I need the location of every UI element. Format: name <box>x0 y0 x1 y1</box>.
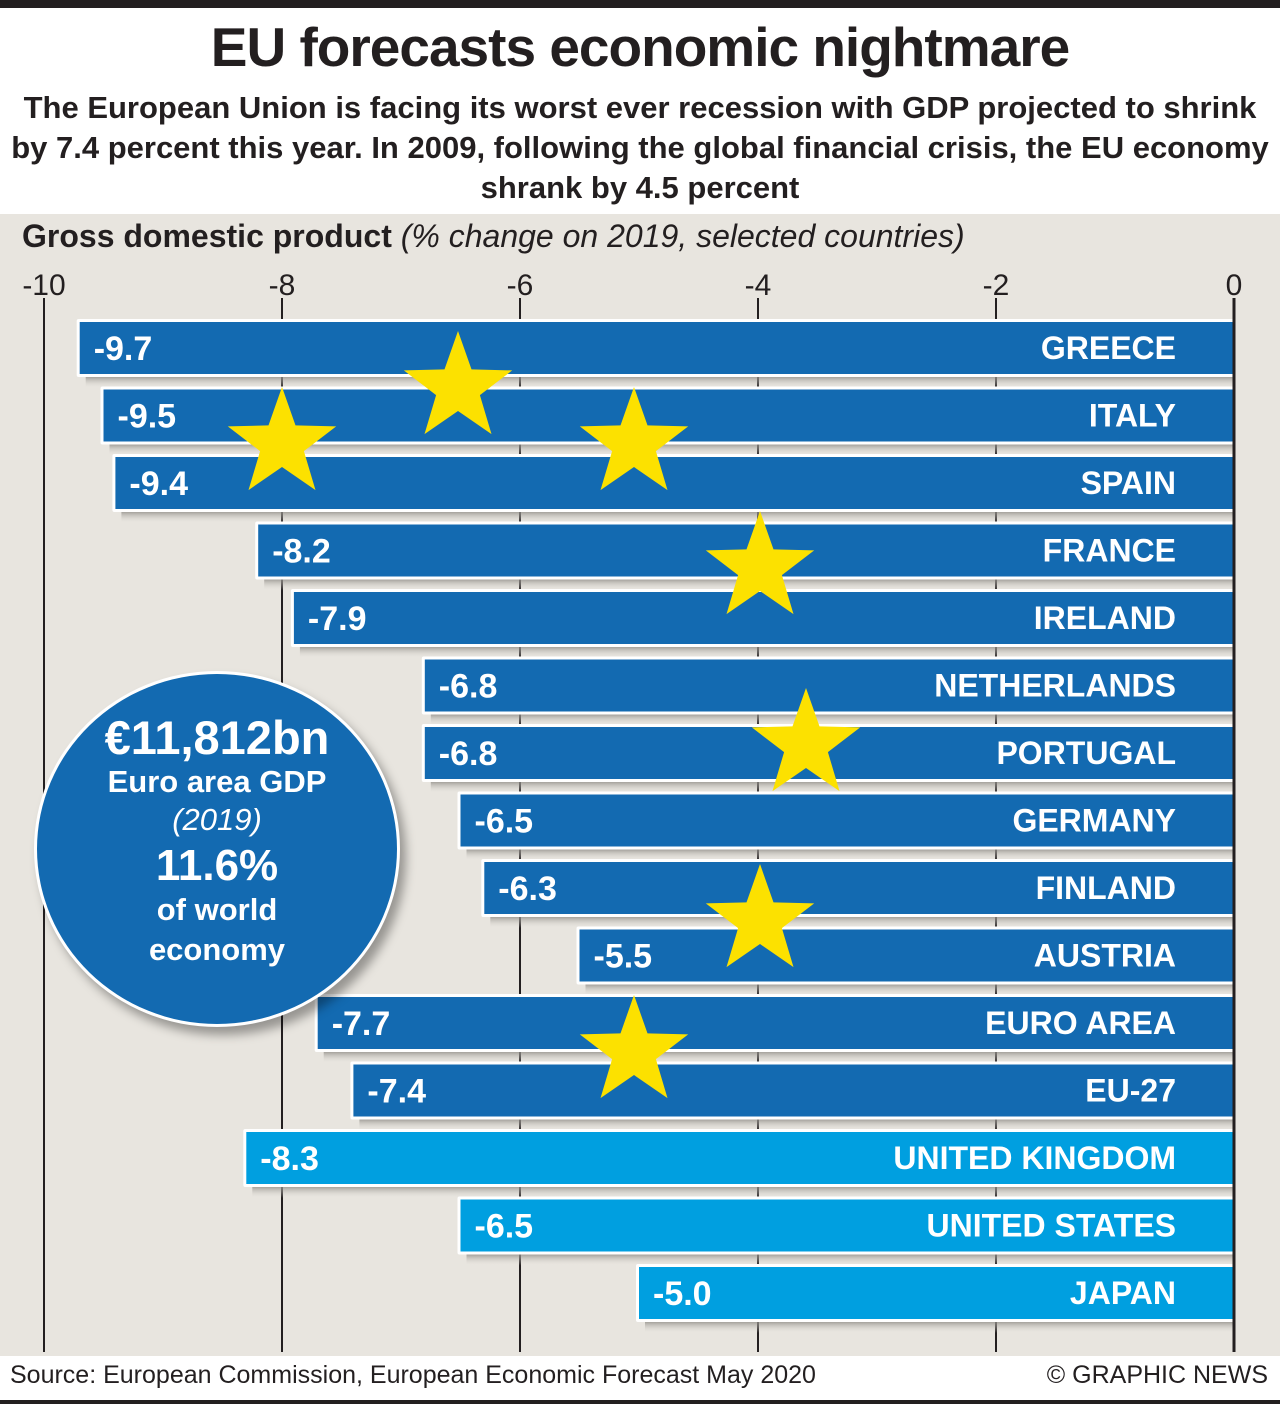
callout-desc-line1: of world <box>156 892 278 927</box>
callout-label: Euro area GDP <box>107 764 327 799</box>
bar-category-label: FINLAND <box>1036 870 1176 906</box>
eu-star-icon <box>579 995 689 1099</box>
bar-value-label: -9.4 <box>129 465 188 503</box>
bar-value-label: -6.5 <box>475 1208 534 1246</box>
bar-value-label: -6.8 <box>439 735 498 773</box>
bar-category-label: GREECE <box>1041 330 1176 366</box>
bar-shadow <box>121 511 1234 523</box>
bar-category-label: ITALY <box>1089 398 1176 434</box>
callout-year: (2019) <box>172 802 262 837</box>
bar-value-label: -7.4 <box>367 1073 426 1111</box>
bar-category-label: AUSTRIA <box>1034 938 1176 974</box>
axis-title: Gross domestic product (% change on 2019… <box>22 218 965 255</box>
axis-title-unit: (% change on 2019, selected countries) <box>400 218 965 254</box>
bar-shadow <box>490 916 1234 928</box>
eu-star-icon <box>227 387 337 491</box>
bar-shadow <box>430 713 1234 726</box>
bar <box>460 794 1234 847</box>
bar-shadow <box>430 781 1234 793</box>
x-tick-label: -2 <box>983 269 1010 302</box>
bar <box>460 1199 1234 1252</box>
chart-subtitle: The European Union is facing its worst e… <box>11 90 1269 205</box>
bar-value-label: -8.3 <box>260 1140 319 1178</box>
bar-shadow <box>466 848 1234 861</box>
bottom-rule <box>0 1400 1280 1404</box>
chart-title: EU forecasts economic nightmare <box>210 16 1070 78</box>
x-tick-label: -4 <box>745 269 772 302</box>
bar-category-label: GERMANY <box>1012 803 1176 839</box>
bar-shadow <box>85 376 1235 388</box>
bar <box>293 592 1234 644</box>
x-tick-label: 0 <box>1226 269 1243 302</box>
x-tick-label: -6 <box>507 269 534 302</box>
bar-category-label: NETHERLANDS <box>934 668 1176 704</box>
euro-area-gdp-callout: €11,812bn Euro area GDP (2019) 11.6% of … <box>34 671 400 1027</box>
bar-shadow <box>466 1253 1234 1266</box>
bar <box>424 659 1234 712</box>
bar-value-label: -5.5 <box>594 938 653 976</box>
x-tick-label: -8 <box>269 269 296 302</box>
bar-category-label: UNITED KINGDOM <box>893 1140 1176 1176</box>
bar-value-label: -8.2 <box>272 533 331 571</box>
bar-value-label: -6.5 <box>475 803 534 841</box>
eu-star-icon <box>705 864 815 968</box>
callout-desc-line2: economy <box>148 932 286 967</box>
bar-value-label: -5.0 <box>653 1275 712 1313</box>
copyright-credit: © GRAPHIC NEWS <box>1046 1361 1268 1389</box>
bar-value-label: -9.7 <box>94 330 153 368</box>
axis-title-main: Gross domestic product <box>22 218 392 254</box>
eu-star-icon <box>751 688 861 792</box>
bar-value-label: -6.3 <box>498 870 557 908</box>
bar-shadow <box>299 646 1234 658</box>
bar <box>246 1132 1235 1184</box>
bar <box>317 997 1234 1049</box>
bar-category-label: SPAIN <box>1081 465 1176 501</box>
bar <box>484 862 1234 914</box>
eu-star-icon <box>705 511 815 615</box>
bar-category-label: EURO AREA <box>985 1005 1176 1041</box>
bar-category-label: UNITED STATES <box>927 1208 1176 1244</box>
source-note: Source: European Commission, European Ec… <box>10 1361 816 1389</box>
bar <box>639 1267 1234 1319</box>
bar-shadow <box>585 983 1234 996</box>
bar <box>353 1064 1234 1117</box>
top-rule <box>0 0 1280 8</box>
bar-shadow <box>359 1118 1234 1131</box>
bar-category-label: FRANCE <box>1043 533 1176 569</box>
bar-category-label: EU-27 <box>1085 1073 1176 1109</box>
bar-value-label: -6.8 <box>439 668 498 706</box>
bar-value-label: -7.9 <box>308 600 367 638</box>
bar-shadow <box>645 1321 1234 1333</box>
callout-percent: 11.6% <box>155 841 279 890</box>
bar-category-label: PORTUGAL <box>996 735 1176 771</box>
bar-shadow <box>323 1051 1234 1063</box>
eu-star-icon <box>579 387 689 491</box>
bar-value-label: -7.7 <box>332 1005 391 1043</box>
bar-shadow <box>109 443 1234 456</box>
callout-amount: €11,812bn <box>104 711 330 764</box>
bar-shadow <box>252 1186 1235 1198</box>
bar-category-label: JAPAN <box>1070 1275 1176 1311</box>
bar <box>579 929 1234 982</box>
x-tick-label: -10 <box>22 269 65 302</box>
eu-star-icon <box>403 331 513 435</box>
bar-value-label: -9.5 <box>118 398 177 436</box>
bar <box>79 322 1235 374</box>
bar-category-label: IRELAND <box>1034 600 1176 636</box>
